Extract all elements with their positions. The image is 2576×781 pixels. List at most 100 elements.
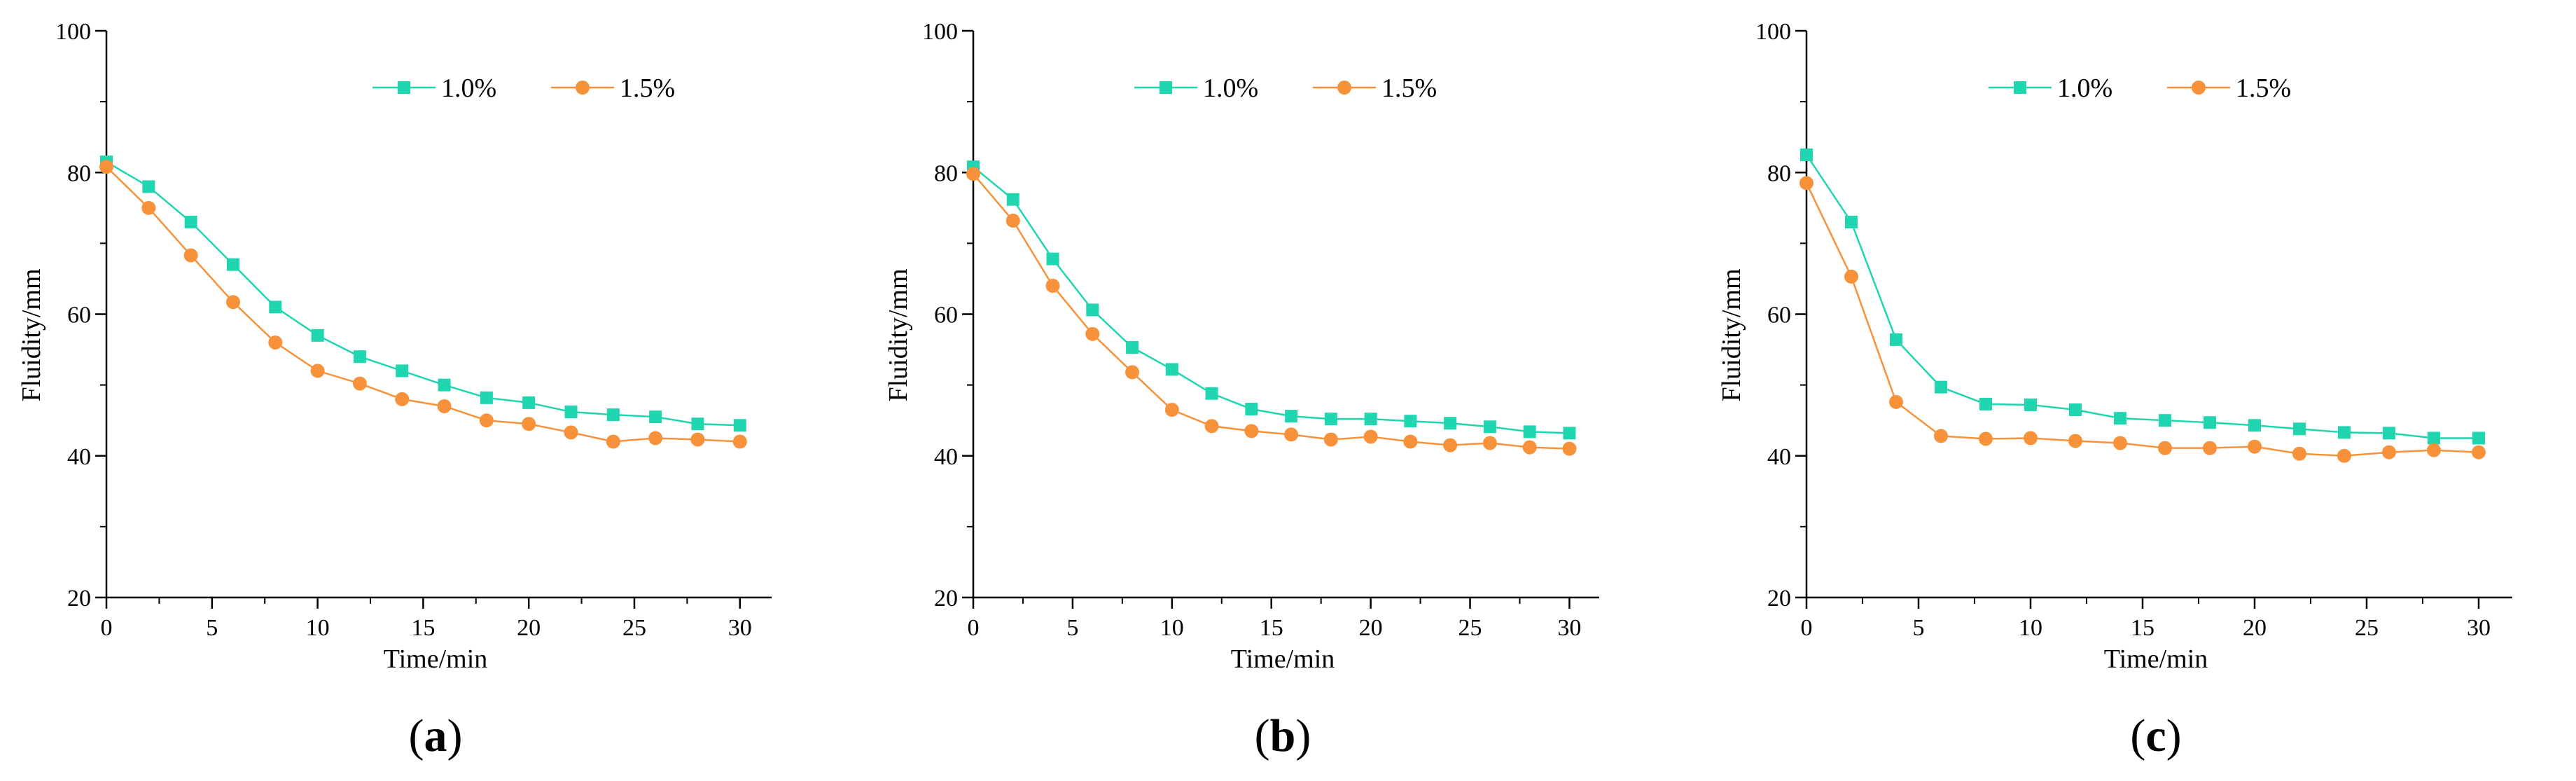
data-point-square — [1800, 148, 1813, 161]
legend-marker-square — [1160, 81, 1172, 94]
data-point-circle — [1204, 419, 1219, 434]
y-tick-label: 40 — [934, 444, 958, 470]
x-tick-label: 30 — [728, 615, 752, 641]
x-tick-label: 5 — [1066, 615, 1078, 641]
data-point-circle — [352, 376, 367, 391]
data-point-square — [2248, 419, 2261, 432]
data-point-circle — [1164, 403, 1179, 417]
data-point-square — [480, 391, 493, 404]
y-tick-label: 100 — [922, 19, 958, 45]
data-point-circle — [99, 160, 113, 174]
y-tick-label: 40 — [67, 444, 91, 470]
x-tick-label: 0 — [1801, 615, 1813, 641]
y-tick-label: 20 — [934, 586, 958, 611]
chart-panel-c: 0 5 10 15 20 25 30 20 40 60 80 100 Time/min Fluidity/… — [1717, 19, 2512, 761]
y-axis-title: Fluidity/mm — [1717, 268, 1746, 401]
panel-label: (b) — [1255, 710, 1311, 761]
data-point-circle — [2472, 445, 2486, 459]
legend-marker-circle — [1337, 81, 1351, 95]
data-point-circle — [2158, 441, 2172, 455]
data-point-circle — [2248, 439, 2262, 454]
data-point-square — [2203, 416, 2216, 429]
x-tick-label: 15 — [411, 615, 435, 641]
x-tick-label: 25 — [2355, 615, 2379, 641]
data-point-circle — [1045, 279, 1060, 293]
data-point-circle — [183, 248, 198, 263]
data-point-square — [2472, 431, 2485, 445]
data-point-square — [1523, 425, 1536, 438]
y-tick-label: 60 — [1767, 303, 1791, 329]
data-point-circle — [1125, 365, 1140, 380]
chart-panel-b: 0 5 10 15 20 25 30 20 40 60 80 100 Time/min Fluidity/… — [884, 19, 1599, 761]
x-tick-label: 30 — [2467, 615, 2491, 641]
data-point-square — [438, 378, 451, 392]
data-point-square — [2114, 412, 2126, 425]
y-tick-label: 20 — [1767, 586, 1791, 611]
data-point-square — [1404, 415, 1417, 428]
data-point-circle — [268, 335, 283, 350]
x-tick-label: 20 — [517, 615, 541, 641]
data-point-square — [1935, 380, 1947, 394]
data-point-square — [649, 410, 662, 424]
data-point-square — [2024, 398, 2037, 411]
data-point-circle — [1482, 436, 1497, 450]
y-tick-label: 80 — [67, 160, 91, 186]
data-point-circle — [1323, 432, 1338, 447]
data-point-circle — [2292, 446, 2306, 461]
legend-label-1: 1.0% — [441, 74, 496, 103]
data-point-square — [733, 419, 746, 432]
data-point-square — [1165, 363, 1178, 376]
data-point-circle — [479, 413, 494, 428]
data-point-square — [1890, 333, 1902, 346]
data-point-circle — [2382, 445, 2396, 459]
data-point-circle — [966, 167, 980, 181]
legend-label-2: 1.5% — [2236, 74, 2291, 103]
data-point-square — [2428, 431, 2440, 445]
y-axis-title: Fluidity/mm — [17, 268, 46, 401]
data-point-square — [564, 406, 578, 419]
x-tick-label: 20 — [1359, 615, 1383, 641]
data-point-circle — [1934, 429, 1948, 443]
data-point-square — [1245, 403, 1258, 416]
data-point-square — [1845, 216, 1858, 229]
data-point-square — [1324, 413, 1337, 426]
x-tick-label: 0 — [101, 615, 113, 641]
data-point-circle — [1562, 441, 1577, 456]
data-point-square — [311, 329, 324, 342]
data-point-circle — [522, 417, 536, 431]
data-point-circle — [1363, 429, 1378, 444]
data-point-circle — [2068, 434, 2082, 448]
x-tick-label: 5 — [1913, 615, 1925, 641]
data-point-square — [2338, 426, 2351, 439]
data-point-circle — [2203, 441, 2217, 455]
data-point-circle — [1085, 326, 1100, 341]
data-point-square — [396, 364, 409, 378]
data-point-square — [1006, 193, 1019, 206]
data-point-square — [1126, 341, 1139, 354]
y-tick-label: 60 — [934, 303, 958, 329]
data-point-circle — [1244, 424, 1259, 438]
data-point-circle — [1403, 434, 1418, 449]
data-point-square — [2383, 427, 2395, 440]
data-point-circle — [1284, 427, 1299, 442]
series-line-2 — [106, 166, 740, 443]
x-tick-label: 15 — [2131, 615, 2154, 641]
legend-label-2: 1.5% — [1381, 74, 1437, 103]
x-axis-title: Time/min — [2104, 644, 2208, 674]
x-axis-title: Time/min — [1231, 644, 1335, 674]
data-point-square — [2069, 403, 2082, 417]
x-tick-label: 30 — [1557, 615, 1581, 641]
series-line-1 — [973, 166, 1570, 434]
x-tick-label: 5 — [206, 615, 218, 641]
series-line-2 — [1805, 182, 2479, 457]
data-point-square — [1483, 420, 1496, 434]
y-tick-label: 20 — [67, 586, 91, 611]
data-point-circle — [564, 425, 578, 440]
legend-marker-circle — [576, 81, 590, 95]
panel-label: (c) — [2130, 710, 2181, 761]
data-point-square — [1979, 397, 1992, 410]
y-tick-label: 100 — [1755, 19, 1791, 45]
data-point-square — [2293, 422, 2306, 436]
data-point-circle — [141, 200, 156, 215]
y-tick-label: 80 — [1767, 160, 1791, 186]
